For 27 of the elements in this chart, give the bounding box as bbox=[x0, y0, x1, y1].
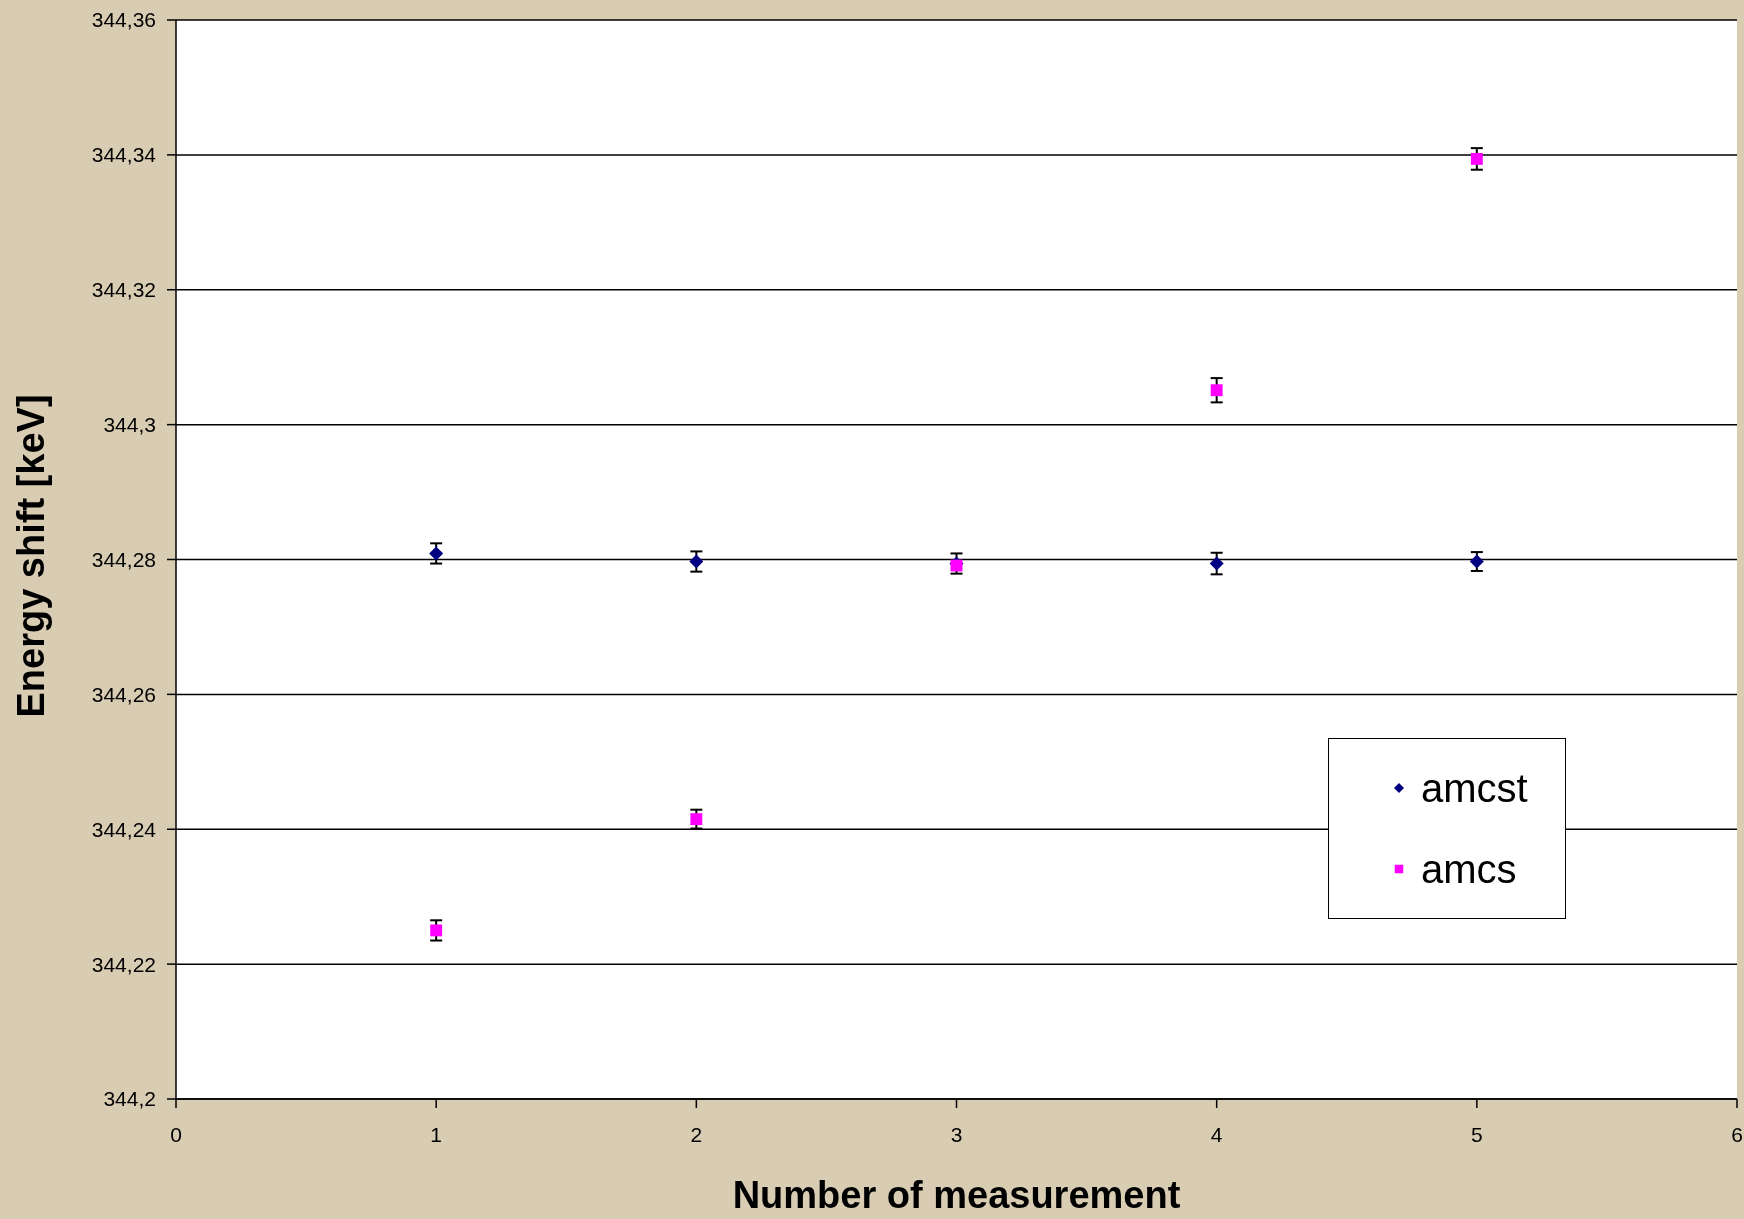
point bbox=[1210, 384, 1223, 397]
legend-label: amcs bbox=[1421, 847, 1517, 892]
point bbox=[689, 554, 704, 569]
y-axis-title: Energy shift [keV] bbox=[10, 394, 52, 718]
x-axis-title: Number of measurement bbox=[731, 1174, 1182, 1216]
y-tick-label: 344,28 bbox=[91, 547, 156, 571]
y-tick-label: 344,36 bbox=[91, 8, 156, 32]
legend-label: amcst bbox=[1421, 765, 1528, 810]
y-tick-label: 344,2 bbox=[103, 1087, 156, 1111]
y-tick-label: 344,24 bbox=[91, 817, 157, 841]
point bbox=[690, 813, 703, 826]
point bbox=[1209, 556, 1224, 571]
point bbox=[429, 546, 444, 561]
y-tick-label: 344,26 bbox=[91, 682, 156, 706]
x-tick-label: 4 bbox=[1210, 1122, 1223, 1146]
x-tick-label: 0 bbox=[170, 1122, 182, 1146]
point bbox=[1470, 152, 1483, 165]
y-tick-label: 344,22 bbox=[91, 952, 156, 976]
x-tick-label: 1 bbox=[430, 1122, 443, 1146]
x-tick-label: 3 bbox=[950, 1122, 963, 1146]
y-tick-label: 344,34 bbox=[91, 143, 157, 167]
point bbox=[430, 924, 443, 937]
x-tick-label: 6 bbox=[1731, 1122, 1743, 1146]
x-tick-label: 2 bbox=[690, 1122, 703, 1146]
y-tick-label: 344,3 bbox=[103, 413, 156, 437]
y-tick-label: 344,32 bbox=[91, 278, 156, 302]
x-tick-label: 5 bbox=[1470, 1122, 1483, 1146]
